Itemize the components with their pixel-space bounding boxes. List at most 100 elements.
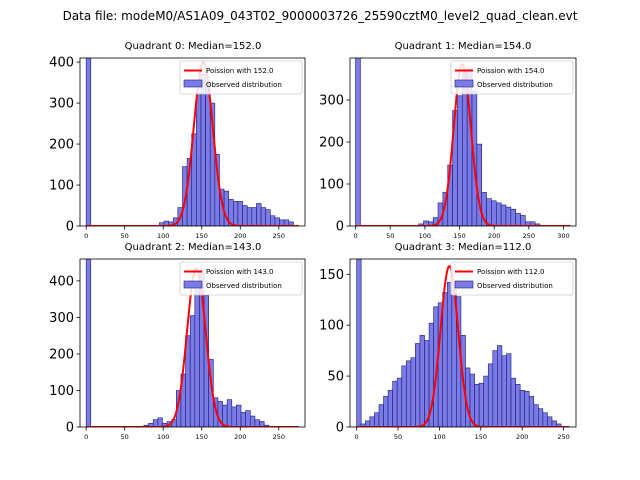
x-tick-label: 0 (355, 433, 359, 441)
x-tick-label: 250 (523, 232, 535, 240)
legend-curve-label: Poission with 112.0 (477, 268, 545, 276)
axes-frame (349, 258, 577, 428)
histogram-bar (157, 417, 163, 427)
histogram-bar (189, 315, 196, 427)
y-tick-label: 200 (319, 136, 344, 151)
histogram-bar (383, 396, 389, 427)
legend: Poission with 143.0 Observed distribution (179, 261, 303, 296)
x-tick-label: 50 (386, 232, 394, 240)
legend-frame (179, 261, 303, 296)
x-tick-label: 50 (121, 232, 129, 240)
x-tick-label: 200 (488, 232, 500, 240)
legend-bar-label: Observed distribution (206, 282, 282, 290)
histogram-bar (270, 215, 276, 226)
legend-frame (179, 60, 303, 95)
subplot-quadrant-0: Quadrant 0: Median=152.0 0 50 100 150 200 250… (49, 41, 306, 240)
histogram-bar (442, 292, 448, 427)
histogram-bar (233, 201, 239, 226)
legend-bar-label: Observed distribution (477, 282, 553, 290)
legend-curve-label: Poission with 154.0 (477, 67, 545, 75)
histogram-bar (387, 390, 393, 427)
histogram-bar (519, 390, 525, 427)
histogram-bar (515, 383, 521, 427)
histogram-bar (542, 412, 548, 427)
histogram-bar (486, 198, 492, 226)
histogram-bar (424, 340, 430, 427)
axes-frame (79, 57, 306, 227)
histogram-bar (369, 416, 375, 427)
x-tick-label: 300 (557, 232, 569, 240)
histogram-bar (491, 200, 497, 226)
x-tick-label: 0 (353, 232, 357, 240)
histogram-bar (457, 95, 463, 226)
legend: Poission with 154.0 Observed distribution (450, 60, 574, 95)
histogram-bar (506, 353, 512, 427)
histogram-bar (510, 377, 516, 427)
histogram-bar (355, 58, 361, 226)
histogram-bar (415, 343, 421, 427)
histogram-bar (405, 360, 412, 427)
histogram-bar (226, 399, 233, 427)
x-tick-label: 250 (273, 433, 285, 441)
y-tick-label: 0 (66, 220, 74, 235)
x-tick-label: 100 (157, 433, 169, 441)
histogram-bar (487, 363, 494, 427)
histogram-bar (495, 202, 502, 226)
histogram-bar (378, 404, 384, 427)
y-tick-label: 100 (319, 319, 344, 334)
histogram-bar (515, 213, 521, 226)
poisson-curve (356, 264, 570, 427)
histogram-bar (200, 74, 206, 226)
subplot-title: Quadrant 3: Median=112.0 (395, 242, 532, 253)
histogram-bar (492, 350, 498, 427)
x-tick-label: 50 (394, 433, 402, 441)
histogram-bar (474, 383, 480, 427)
y-tick-label: 400 (49, 56, 74, 71)
subplot-quadrant-1: Quadrant 1: Median=154.0 0 50 100 150 200 250… (319, 41, 577, 240)
legend-bar-swatch (183, 280, 203, 289)
histogram-bar (240, 412, 246, 427)
legend-bar-label: Observed distribution (206, 81, 282, 89)
y-tick-label: 200 (49, 347, 74, 362)
x-tick-label: 150 (196, 232, 208, 240)
histogram-bar (246, 207, 253, 226)
histogram-bar (446, 282, 453, 427)
subplot-title: Quadrant 2: Median=143.0 (125, 242, 262, 253)
y-tick-label: 0 (336, 220, 344, 235)
x-tick-label: 50 (121, 433, 129, 441)
histogram-bar (205, 84, 211, 226)
subplot-title: Quadrant 1: Median=154.0 (395, 41, 532, 52)
histogram-bar (242, 205, 248, 226)
histogram-bar (260, 207, 266, 226)
axes-frame (79, 258, 306, 428)
histogram-bar (497, 345, 503, 427)
legend-frame (450, 60, 574, 95)
histogram-bar (249, 415, 256, 427)
y-tick-label: 100 (319, 178, 344, 193)
histogram-bar (501, 355, 507, 427)
histogram-bar (196, 92, 202, 226)
y-tick-label: 300 (49, 97, 74, 112)
x-tick-label: 150 (196, 433, 208, 441)
legend: Poission with 152.0 Observed distribution (179, 60, 303, 95)
legend-frame (450, 261, 574, 296)
histogram-bar (547, 416, 553, 427)
legend-curve-label: Poission with 143.0 (206, 268, 274, 276)
histogram-bar (85, 259, 92, 427)
histogram-bar (256, 203, 262, 226)
histogram-bar (392, 380, 398, 427)
histogram-bar (533, 404, 539, 427)
legend-bar-label: Observed distribution (477, 81, 553, 89)
y-tick-label: 200 (49, 138, 74, 153)
histogram-bar (419, 335, 425, 427)
histogram-bar (236, 404, 242, 427)
legend-bar-swatch (454, 280, 474, 289)
histogram-bar (265, 209, 271, 226)
legend-curve-label: Poission with 152.0 (206, 67, 274, 75)
legend-bar-swatch (183, 79, 203, 88)
histogram-bar (401, 365, 407, 427)
histogram-bar (556, 423, 562, 427)
y-tick-label: 50 (327, 370, 344, 385)
x-tick-label: 100 (419, 232, 431, 240)
